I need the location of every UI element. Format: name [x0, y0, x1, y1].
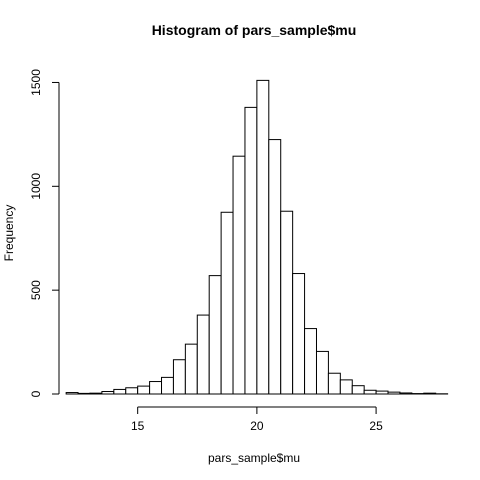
histogram-bar-24 [351, 385, 365, 395]
histogram-bar-17 [268, 139, 282, 395]
histogram-bar-26 [375, 390, 389, 395]
histogram-bar-30 [423, 392, 437, 395]
y-tick-label: 0 [29, 390, 43, 397]
histogram-bar-18 [280, 210, 294, 395]
histogram-bar-4 [113, 388, 127, 395]
bars-group [65, 79, 449, 395]
x-tick-label: 15 [131, 419, 145, 433]
histogram-bar-21 [315, 350, 329, 395]
y-axis-label: Frequency [2, 205, 16, 262]
histogram-bar-7 [149, 381, 163, 395]
histogram-bar-25 [363, 389, 377, 395]
histogram-bar-14 [232, 155, 246, 395]
histogram-bar-11 [196, 314, 210, 395]
histogram-bar-22 [327, 372, 341, 395]
x-axis: 15 20 25 [131, 406, 383, 433]
histogram-bar-16 [256, 79, 270, 395]
histogram-bar-0 [65, 392, 79, 395]
histogram-bar-12 [208, 275, 222, 395]
histogram-bar-27 [387, 391, 401, 395]
histogram-bar-15 [244, 106, 258, 395]
x-tick-label: 20 [250, 419, 264, 433]
histogram-bar-9 [172, 359, 186, 395]
histogram-bar-3 [101, 391, 115, 395]
histogram-bar-13 [220, 211, 234, 395]
histogram-bar-20 [304, 328, 317, 395]
histogram-bar-10 [184, 343, 198, 395]
histogram-bar-8 [161, 376, 174, 395]
histogram-bar-1 [77, 392, 91, 395]
x-axis-label: pars_sample$mu [208, 451, 300, 465]
y-tick-label: 1000 [29, 173, 43, 200]
histogram-bar-5 [125, 387, 139, 395]
histogram-bar-2 [89, 392, 103, 395]
histogram-bar-6 [137, 385, 151, 395]
chart-title: Histogram of pars_sample$mu [152, 22, 357, 38]
histogram-bar-23 [339, 379, 353, 395]
y-axis: 0 500 1000 1500 [29, 69, 60, 397]
y-tick-label: 1500 [29, 69, 43, 96]
x-tick-label: 25 [369, 419, 383, 433]
histogram-bar-19 [292, 273, 306, 395]
y-tick-label: 500 [29, 280, 43, 300]
histogram-bar-28 [399, 392, 413, 395]
